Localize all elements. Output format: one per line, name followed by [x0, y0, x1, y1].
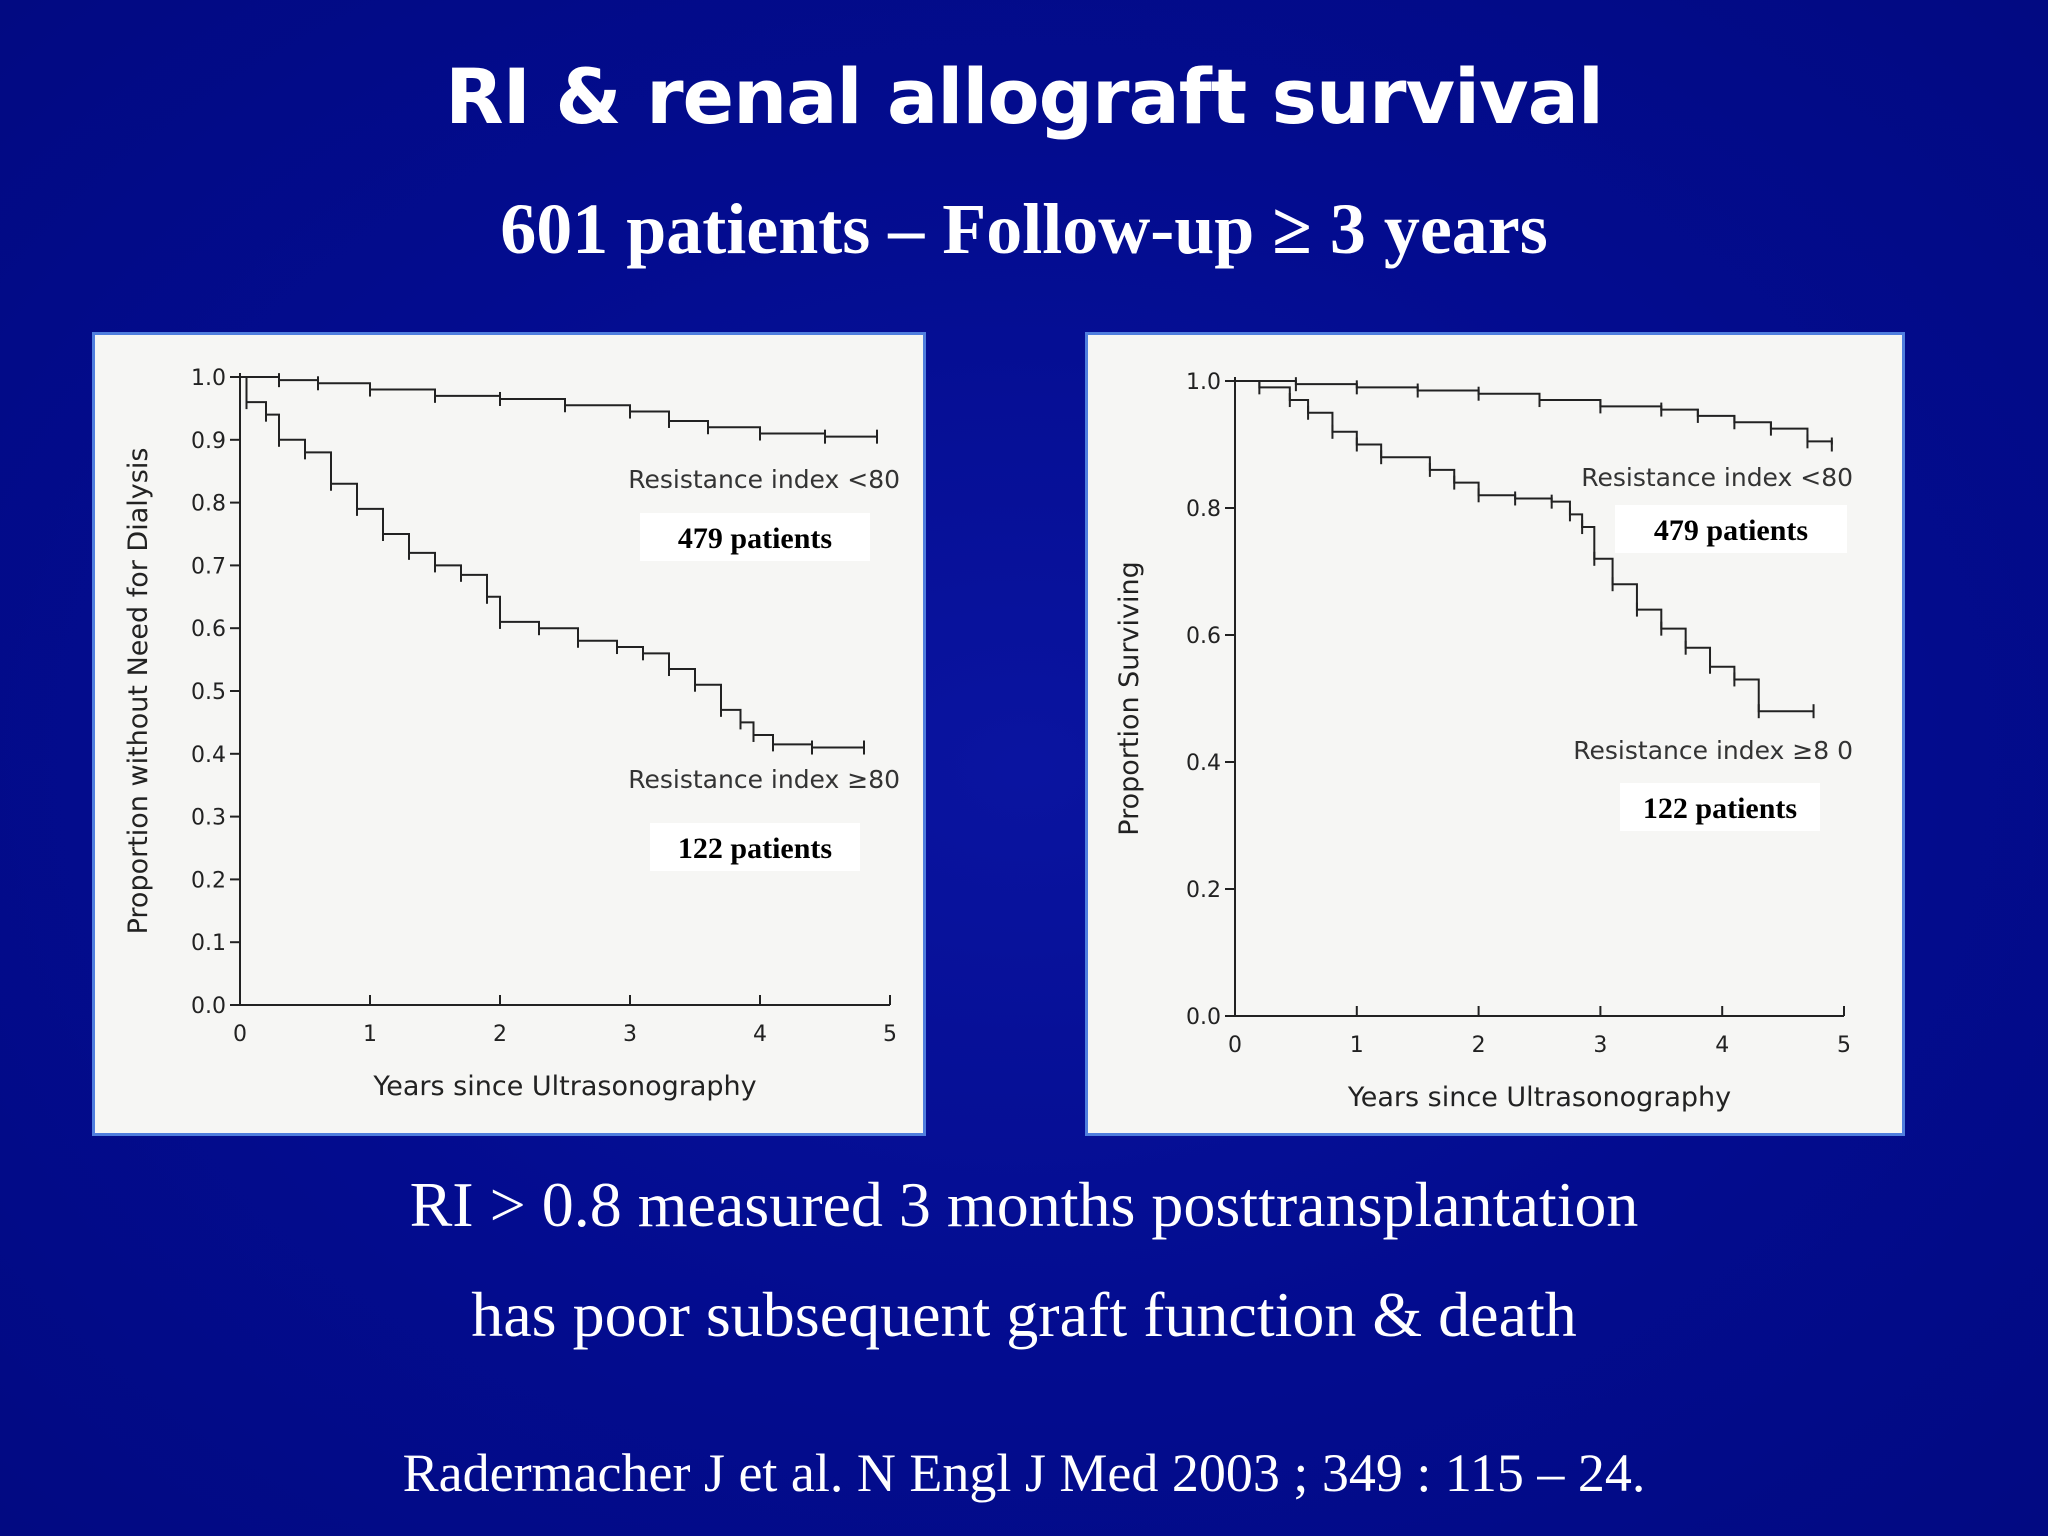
- x-axis-label: Years since Ultrasonography: [372, 1071, 756, 1102]
- x-tick-label: 3: [1593, 1033, 1607, 1058]
- series-label: Resistance index <80: [628, 465, 900, 494]
- x-tick-label: 2: [1472, 1033, 1486, 1058]
- dialysis-survival-chart: 0.0 0.1 0.2 0.3 0.4 0.5 0.6 0.7 0.8 0.9 1.0 0 1 2 3 4 5 Y…: [123, 366, 900, 1102]
- citation: Radermacher J et al. N Engl J Med 2003 ;…: [402, 1443, 1646, 1503]
- y-tick-label: 0.6: [1186, 624, 1221, 649]
- y-axis-label: Proportion without Need for Dialysis: [123, 448, 154, 935]
- series-label: Resistance index ≥8 0: [1573, 736, 1853, 765]
- series-label: Resistance index ≥80: [628, 765, 900, 794]
- patient-survival-chart: 0.0 0.2 0.4 0.6 0.8 1.0 0 1 2 3 4 5 Years since Ultr…: [1114, 370, 1853, 1113]
- y-tick-label: 0.9: [191, 429, 226, 454]
- y-tick-label: 0.6: [191, 617, 226, 642]
- x-axis-label: Years since Ultrasonography: [1347, 1082, 1731, 1113]
- y-tick-label: 0.7: [191, 554, 226, 579]
- km-curve-low-ri: [240, 376, 877, 438]
- x-tick-label: 3: [623, 1022, 637, 1047]
- x-tick-label: 4: [753, 1022, 767, 1047]
- y-tick-label: 0.8: [1186, 497, 1221, 522]
- y-tick-label: 0.3: [191, 806, 226, 831]
- patient-count-label: 479 patients: [678, 522, 832, 555]
- x-tick-label: 5: [883, 1022, 897, 1047]
- slide-subtitle: 601 patients – Follow-up ≥ 3 years: [500, 189, 1548, 269]
- patient-count-box: [650, 823, 860, 871]
- x-tick-label: 0: [1228, 1033, 1242, 1058]
- x-tick-label: 0: [233, 1022, 247, 1047]
- y-tick-label: 1.0: [1186, 370, 1221, 395]
- y-tick-label: 0.4: [191, 743, 226, 768]
- y-tick-label: 0.0: [191, 994, 226, 1019]
- y-tick-label: 0.2: [1186, 878, 1221, 903]
- y-tick-label: 1.0: [191, 366, 226, 391]
- x-tick-label: 1: [1350, 1033, 1364, 1058]
- chart-panel-dialysis: 0.0 0.1 0.2 0.3 0.4 0.5 0.6 0.7 0.8 0.9 1.0 0 1 2 3 4 5 Y…: [92, 332, 926, 1136]
- y-tick-label: 0.8: [191, 492, 226, 517]
- x-tick-label: 4: [1715, 1033, 1729, 1058]
- x-tick-label: 1: [363, 1022, 377, 1047]
- patient-count-box: [1615, 505, 1847, 553]
- y-tick-label: 0.1: [191, 931, 226, 956]
- patient-count-label: 479 patients: [1654, 514, 1808, 547]
- patient-count-label: 122 patients: [678, 832, 832, 865]
- patient-count-label: 122 patients: [1643, 792, 1797, 825]
- series-label: Resistance index <80: [1581, 463, 1853, 492]
- x-tick-label: 5: [1837, 1033, 1851, 1058]
- conclusion-line-2: has poor subsequent graft function & dea…: [471, 1279, 1577, 1350]
- x-tick-label: 2: [493, 1022, 507, 1047]
- patient-count-box: [1620, 783, 1820, 831]
- slide-title: RI & renal allograft survival: [445, 52, 1604, 141]
- y-tick-label: 0.5: [191, 680, 226, 705]
- y-tick-label: 0.4: [1186, 751, 1221, 776]
- patient-count-box: [640, 513, 870, 561]
- y-tick-label: 0.2: [191, 868, 226, 893]
- y-tick-label: 0.0: [1186, 1005, 1221, 1030]
- y-axis-label: Proportion Surviving: [1114, 561, 1145, 835]
- chart-panel-survival: 0.0 0.2 0.4 0.6 0.8 1.0 0 1 2 3 4 5 Years since Ultr…: [1085, 332, 1905, 1136]
- conclusion-line-1: RI > 0.8 measured 3 months posttransplan…: [409, 1169, 1639, 1240]
